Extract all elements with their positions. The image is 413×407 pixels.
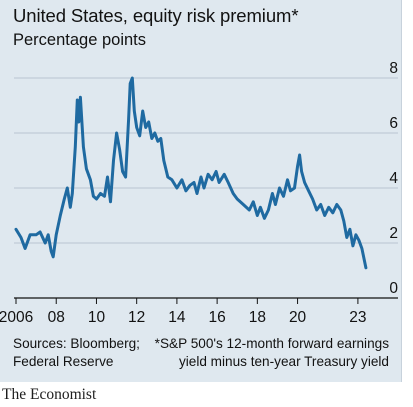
y-tick-label: 8 [389,60,398,77]
source-line-2: Federal Reserve [13,354,114,369]
y-tick-label: 2 [389,225,398,242]
series-line [14,76,368,270]
x-tick-label: 16 [208,309,225,326]
y-tick-label: 4 [389,170,398,187]
y-tick-label: 0 [389,280,398,297]
x-tick-label: 10 [88,309,106,326]
x-tick-label: 18 [249,309,266,326]
footnote-line-2: yield minus ten-year Treasury yield [178,354,389,369]
x-tick-label: 23 [349,309,366,326]
source-line-1: Sources: Bloomberg; [13,336,140,351]
x-tick-label: 12 [128,309,145,326]
line-chart: 0 2 4 6 8 2006 08 10 12 14 16 18 20 23 [0,60,398,326]
chart-title: United States, equity risk premium* [13,5,299,26]
x-tick-label: 14 [168,309,186,326]
y-tick-label: 6 [389,115,398,132]
source-note: Sources: Bloomberg; Federal Reserve [13,335,168,371]
chart-subtitle: Percentage points [13,31,147,49]
chart-card: United States, equity risk premium* Perc… [0,0,402,382]
x-tick-label: 20 [289,309,307,326]
footnote: *S&P 500's 12-month forward earnings yie… [149,335,389,371]
publisher-logo: The Economist [2,386,97,403]
x-tick-label: 08 [48,309,65,326]
x-tick-label: 2006 [0,309,33,326]
footnote-line-1: *S&P 500's 12-month forward earnings [154,336,389,351]
